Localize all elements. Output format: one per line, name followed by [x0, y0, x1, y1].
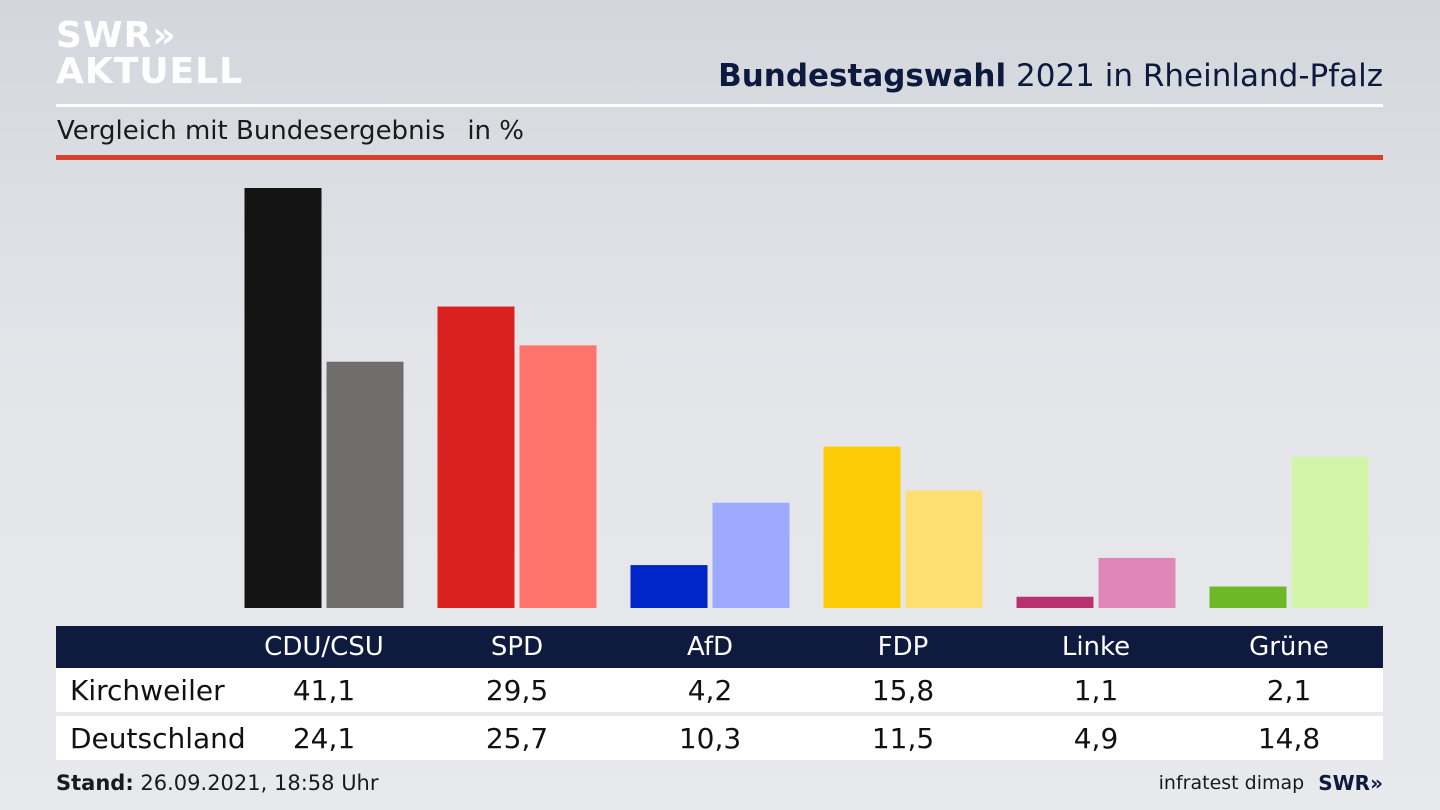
- bar-spd-kirchweiler: [437, 306, 515, 608]
- tick-label-fdp: FDP: [877, 632, 929, 662]
- tick-label-spd: SPD: [490, 632, 544, 662]
- data-label-fdp-kirchweiler: 15,8: [871, 673, 935, 707]
- bar-linke-deutschland: [1098, 557, 1176, 608]
- bar-gr-ne-kirchweiler: [1209, 586, 1287, 608]
- tick-label-cdu-csu: CDU/CSU: [264, 632, 384, 662]
- bar-afd-deutschland: [712, 502, 790, 608]
- chart-subtitle: Vergleich mit Bundesergebnis in %: [57, 116, 524, 146]
- bar-spd-deutschland: [519, 345, 597, 608]
- bar-fdp-kirchweiler: [823, 446, 901, 608]
- tick-label-afd: AfD: [686, 632, 734, 662]
- data-label-cdu-csu-deutschland: 24,1: [292, 721, 356, 755]
- data-label-linke-deutschland: 4,9: [1073, 721, 1119, 755]
- bar-afd-kirchweiler: [630, 565, 708, 608]
- data-label-gr-ne-deutschland: 14,8: [1257, 721, 1321, 755]
- bar-fdp-deutschland: [905, 490, 983, 608]
- chart-title: Bundestagswahl 2021 in Rheinland-Pfalz: [718, 58, 1383, 94]
- data-label-fdp-deutschland: 11,5: [871, 721, 935, 755]
- accent-divider: [56, 155, 1383, 160]
- source-credit: infratest dimap SWR»: [1159, 771, 1383, 795]
- title-bold: Bundestagswahl: [718, 58, 1007, 94]
- swr-small-logo: SWR»: [1318, 771, 1383, 795]
- data-label-spd-deutschland: 25,7: [485, 721, 549, 755]
- source-name: infratest dimap: [1158, 772, 1305, 794]
- swr-aktuell-logo: SWR» AKTUELL: [56, 18, 243, 90]
- table-header: CDU/CSU SPD AfD FDP Linke Grüne: [56, 626, 1383, 668]
- title-rest: 2021 in Rheinland-Pfalz: [1016, 58, 1383, 94]
- stand-label: Stand:: [56, 771, 134, 795]
- subtitle-unit: in %: [467, 116, 524, 146]
- bar-cdu-csu-kirchweiler: [244, 188, 322, 608]
- table-row-deutschland: Deutschland 24,1 25,7 10,3 11,5 4,9 14,8: [56, 716, 1383, 760]
- row-label: Deutschland: [70, 721, 246, 755]
- bar-cdu-csu-deutschland: [326, 361, 404, 608]
- data-label-cdu-csu-kirchweiler: 41,1: [292, 673, 356, 707]
- data-label-afd-deutschland: 10,3: [678, 721, 742, 755]
- data-label-afd-kirchweiler: 4,2: [687, 673, 733, 707]
- data-label-spd-kirchweiler: 29,5: [485, 673, 549, 707]
- bar-chart: [244, 188, 1369, 608]
- logo-line-2: AKTUELL: [56, 51, 244, 92]
- results-table: CDU/CSU SPD AfD FDP Linke Grüne Kirchweiler 4…: [56, 626, 1383, 760]
- logo-line-1: SWR»: [56, 15, 177, 56]
- bar-linke-kirchweiler: [1016, 596, 1094, 608]
- stand-value: 26.09.2021, 18:58 Uhr: [140, 771, 379, 795]
- row-label: Kirchweiler: [70, 673, 225, 707]
- swr-chevrons-icon: »: [1370, 771, 1383, 795]
- table-row-kirchweiler: Kirchweiler 41,1 29,5 4,2 15,8 1,1 2,1: [56, 668, 1383, 712]
- tick-label-linke: Linke: [1061, 632, 1131, 662]
- data-label-gr-ne-kirchweiler: 2,1: [1266, 673, 1312, 707]
- bar-gr-ne-deutschland: [1291, 456, 1369, 608]
- tick-label-gr-ne: Grüne: [1249, 632, 1329, 662]
- data-label-linke-kirchweiler: 1,1: [1073, 673, 1119, 707]
- logo-chevrons-icon: »: [152, 15, 177, 56]
- title-divider: [56, 104, 1383, 107]
- subtitle-text: Vergleich mit Bundesergebnis: [57, 116, 446, 146]
- timestamp: Stand: 26.09.2021, 18:58 Uhr: [56, 771, 379, 795]
